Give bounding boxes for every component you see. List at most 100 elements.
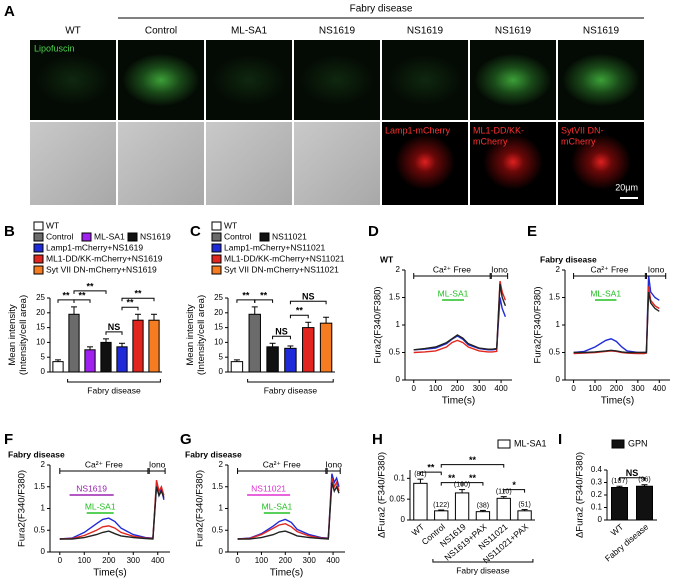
y-axis-label: ΔFura2 (F340/F380) [377, 452, 388, 538]
significance-bracket [73, 290, 107, 294]
y-tick-label: 0 [598, 515, 603, 524]
trace [237, 477, 340, 540]
annotation-label: ML-SA1 [262, 501, 293, 511]
y-tick-label: 25 [36, 293, 45, 302]
significance-bracket [272, 335, 291, 340]
trace [573, 275, 660, 354]
column-label: NS1619 [495, 26, 532, 37]
cell-signal [387, 54, 463, 106]
micrograph [30, 122, 116, 205]
overlay-label: mCherry [473, 136, 508, 146]
bar [319, 322, 333, 373]
micrograph [294, 122, 380, 205]
n-label: (122) [433, 502, 449, 509]
legend-label: Control [46, 231, 74, 241]
panel-letter: F [4, 431, 13, 448]
significance-bracket [254, 299, 274, 303]
panel-title: Fabry disease [8, 449, 65, 459]
annotation-label: Ca²⁺ Free [263, 459, 301, 469]
bar [517, 510, 532, 521]
legend-swatch [211, 221, 222, 231]
x-axis-label: Time(s) [601, 396, 635, 407]
y-tick-label: 1 [556, 320, 561, 329]
legend-label: Syt VII DN-mCherry+NS11021 [224, 264, 339, 274]
bar [148, 319, 160, 373]
y-tick-label: 2 [556, 265, 561, 274]
y-tick-label: 0.5 [212, 525, 224, 534]
cell-signal [35, 54, 111, 106]
y-axis-label: Fura2(F340/F380) [195, 470, 206, 547]
legend-swatch [33, 254, 44, 264]
panel-letter: G [180, 431, 192, 448]
y-tick-label: 20 [36, 308, 45, 317]
y-tick-label: 0.5 [34, 525, 46, 534]
y-tick-label: 1.5 [212, 482, 224, 491]
panel-letter: C [190, 223, 201, 240]
column-label: WT [65, 26, 81, 37]
bar [132, 319, 144, 373]
annotation-label: NS11021 [251, 483, 286, 493]
y-axis-label: Fura2(F340/F380) [533, 286, 544, 363]
legend-swatch [33, 243, 44, 253]
n-label: (107) [611, 478, 627, 485]
overlay-label: Lamp1-mCherry [385, 125, 451, 135]
x-tick-label: 400 [326, 556, 340, 565]
legend-swatch [259, 232, 270, 242]
legend-label: GPN [628, 438, 648, 448]
significance-label: NS [302, 292, 315, 302]
legend-label: ML1-DD/KK-mCherry+NS1619 [46, 253, 163, 263]
x-tick-label: 0 [412, 384, 417, 393]
x-tick-label: 300 [127, 556, 141, 565]
annotation-label: Iono [325, 459, 342, 469]
x-tick-label: 400 [653, 384, 667, 393]
legend-label: Syt VII DN-mCherry+NS1619 [46, 264, 157, 274]
x-tick-label: 300 [303, 556, 317, 565]
x-axis-label: Time(s) [93, 568, 127, 579]
y-tick-label: 1 [41, 504, 46, 513]
significance-bracket [461, 482, 484, 486]
stain-label: Lipofuscin [34, 43, 75, 53]
x-tick-label: WT [609, 522, 626, 538]
x-tick-label: 400 [151, 556, 165, 565]
y-axis-label: ΔFura2 (F340/F380) [575, 452, 586, 538]
significance-label: ** [469, 455, 477, 465]
trace [237, 473, 340, 540]
x-tick-label: 0 [58, 556, 63, 565]
cell-signal [123, 54, 199, 106]
cell-signal [299, 54, 375, 106]
y-tick-label: 2 [396, 265, 401, 274]
panel-letter: D [368, 223, 379, 240]
y-tick-label: 1.5 [389, 293, 401, 302]
bar [266, 346, 279, 373]
significance-label: ** [78, 290, 86, 300]
y-tick-label: 0.1 [591, 503, 603, 512]
significance-bracket [57, 299, 75, 303]
x-tick-label: 0 [571, 384, 576, 393]
legend-label: ML1-DD/KK-mCherry+NS11021 [224, 253, 345, 263]
y-tick-label: 0 [219, 547, 224, 556]
y-tick-label: 5 [41, 352, 46, 361]
legend-swatch [211, 232, 222, 242]
y-tick-label: 0.4 [591, 465, 603, 474]
cell-signal [211, 54, 287, 106]
column-label: NS1619 [319, 26, 356, 37]
n-label: (51) [518, 501, 530, 508]
column-label: Control [145, 26, 177, 37]
x-tick-label: 200 [610, 384, 624, 393]
significance-label: ** [126, 298, 134, 308]
legend-swatch [211, 243, 222, 253]
legend-swatch [33, 265, 44, 275]
x-tick-label: 100 [588, 384, 602, 393]
legend-swatch [81, 232, 92, 242]
group-label: Fabry disease [87, 385, 141, 395]
legend-label: WT [224, 220, 237, 230]
overlay-label: mCherry [561, 136, 596, 146]
y-tick-label: 0.2 [591, 490, 603, 499]
significance-bracket [503, 489, 526, 493]
y-tick-label: 0 [41, 367, 46, 376]
legend-swatch [127, 232, 138, 242]
y-tick-label: 1 [396, 320, 401, 329]
significance-label: ** [427, 463, 435, 473]
y-tick-label: 0 [401, 515, 406, 524]
x-tick-label: 200 [451, 384, 465, 393]
